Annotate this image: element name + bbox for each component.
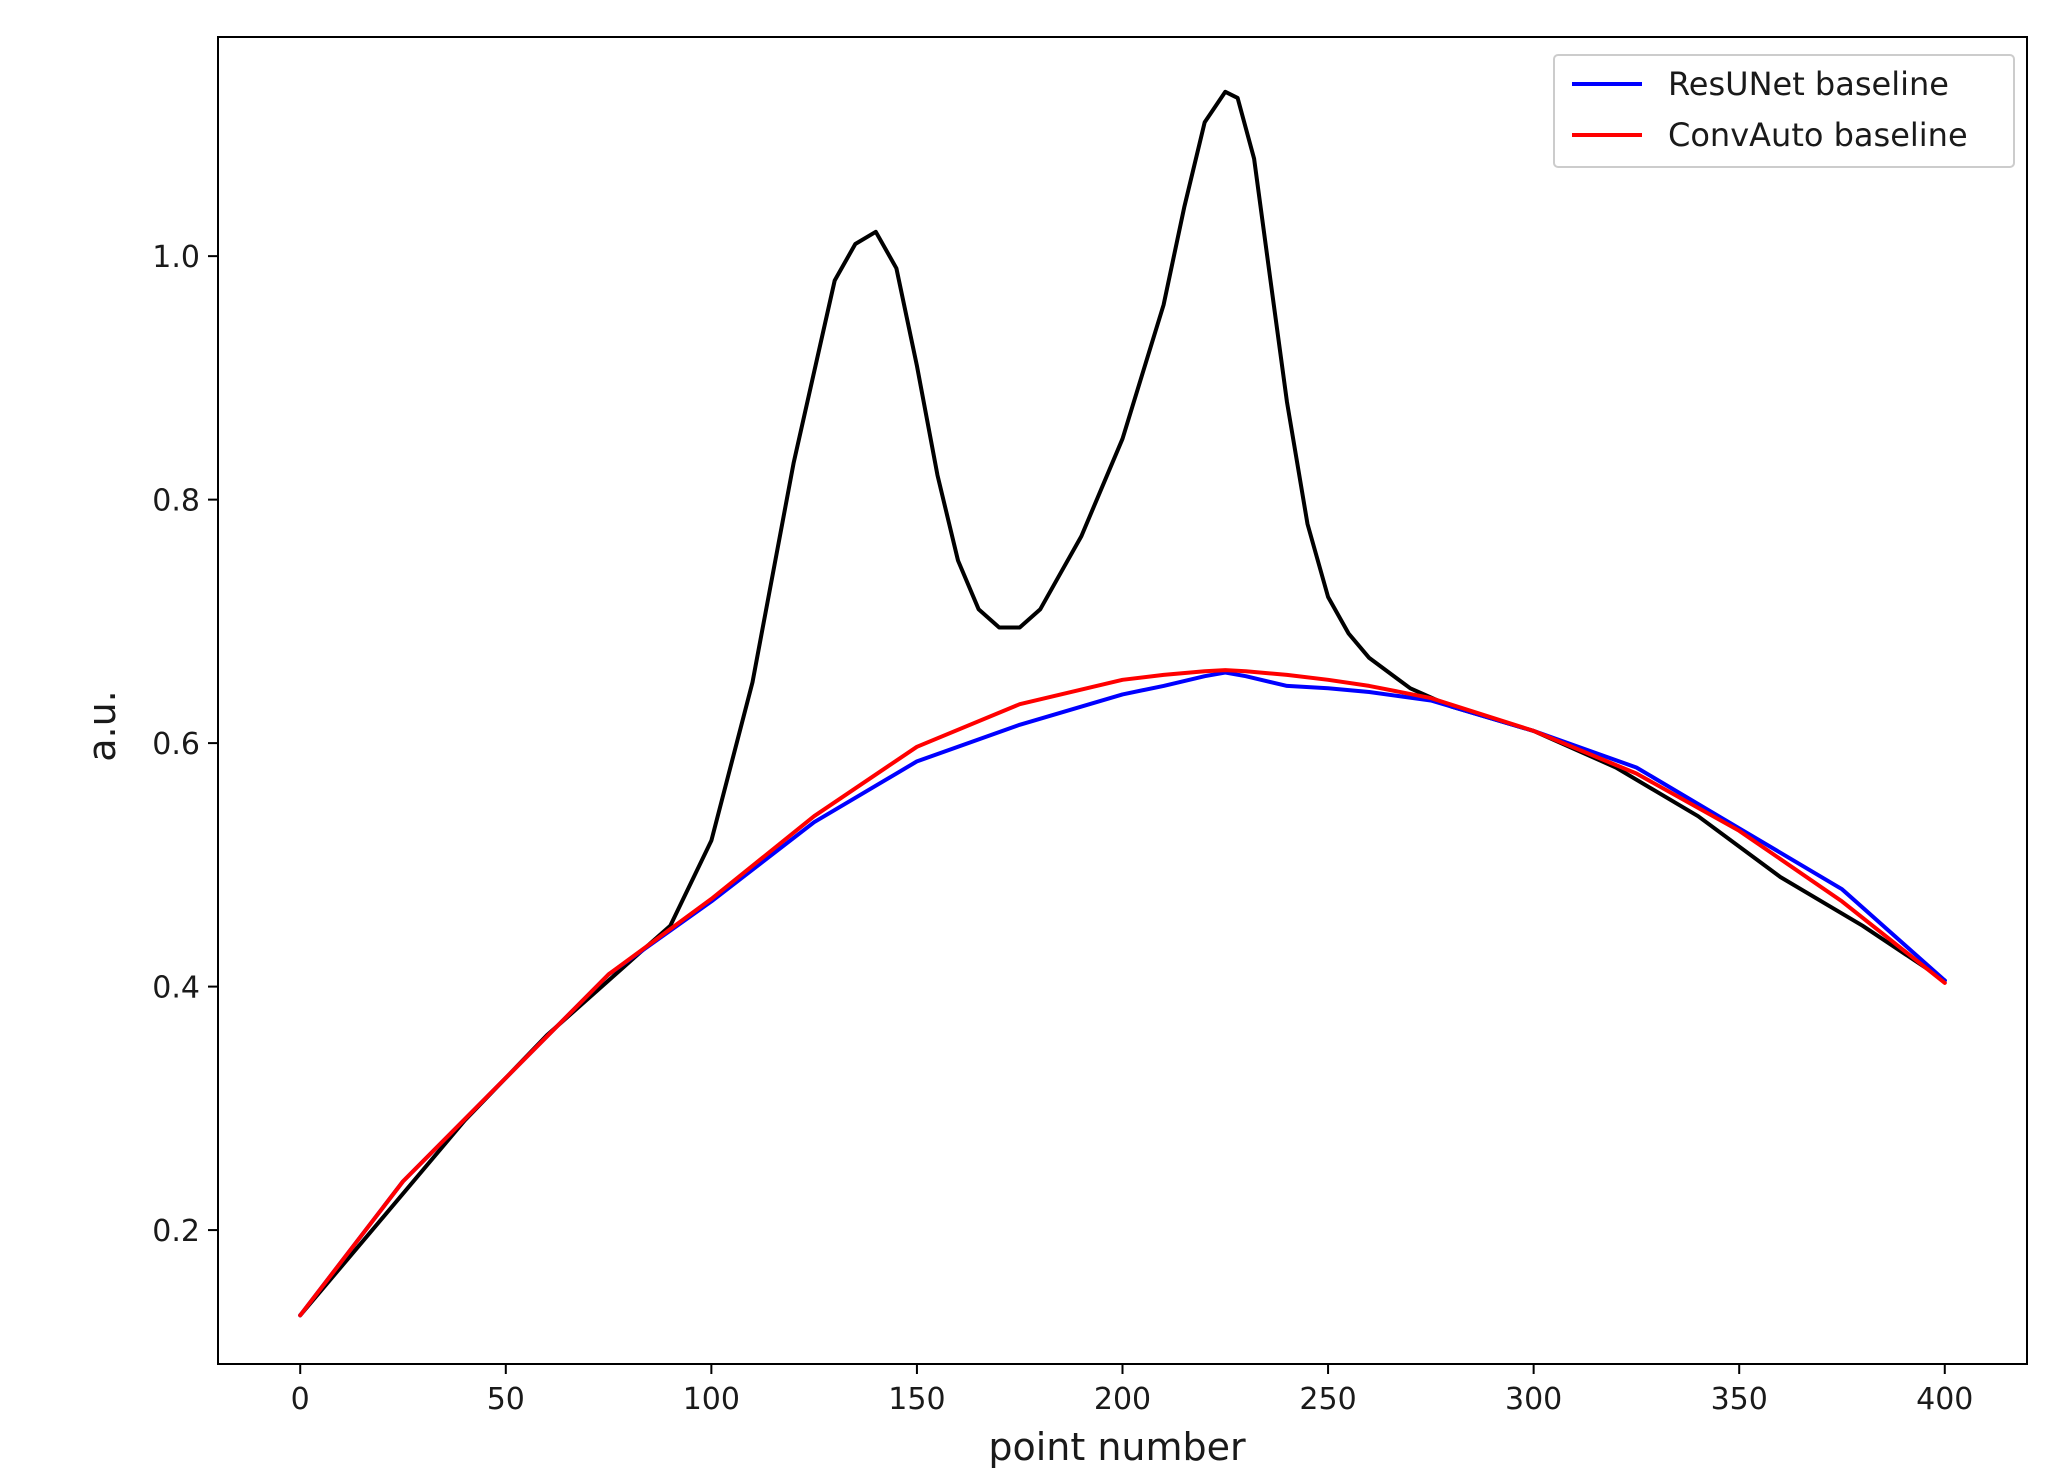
legend-label-convauto: ConvAuto baseline bbox=[1668, 116, 1968, 154]
x-tick-label: 350 bbox=[1711, 1382, 1768, 1417]
legend: ResUNet baseline ConvAuto baseline bbox=[1553, 54, 2015, 168]
y-tick-label: 1.0 bbox=[152, 240, 200, 275]
series-layer bbox=[298, 89, 1947, 1318]
x-tick-label: 150 bbox=[888, 1382, 945, 1417]
series-line-spectrum bbox=[298, 89, 1947, 1318]
x-tick-label: 250 bbox=[1299, 1382, 1356, 1417]
x-tick-label: 50 bbox=[487, 1382, 525, 1417]
y-tick-label: 0.6 bbox=[152, 727, 200, 762]
x-tick-label: 400 bbox=[1916, 1382, 1973, 1417]
y-tick-label: 0.4 bbox=[152, 971, 200, 1006]
y-axis-title: a.u. bbox=[80, 690, 124, 762]
axes-layer: 0 50 100 150 200 250 300 350 400 0.2 0.4 0.6 0.8 1.0 bbox=[152, 240, 1973, 1417]
y-tick-label: 0.8 bbox=[152, 484, 200, 519]
plot-frame bbox=[217, 36, 2028, 1365]
x-axis-title: point number bbox=[988, 1425, 1246, 1469]
x-tick-label: 300 bbox=[1505, 1382, 1562, 1417]
legend-box bbox=[1553, 54, 2015, 168]
x-tick-label: 0 bbox=[291, 1382, 310, 1417]
y-tick-label: 0.2 bbox=[152, 1214, 200, 1249]
x-tick-label: 100 bbox=[683, 1382, 740, 1417]
legend-label-resunet: ResUNet baseline bbox=[1668, 65, 1949, 103]
x-tick-label: 200 bbox=[1094, 1382, 1151, 1417]
series-line-convauto-baseline bbox=[298, 668, 1947, 1318]
